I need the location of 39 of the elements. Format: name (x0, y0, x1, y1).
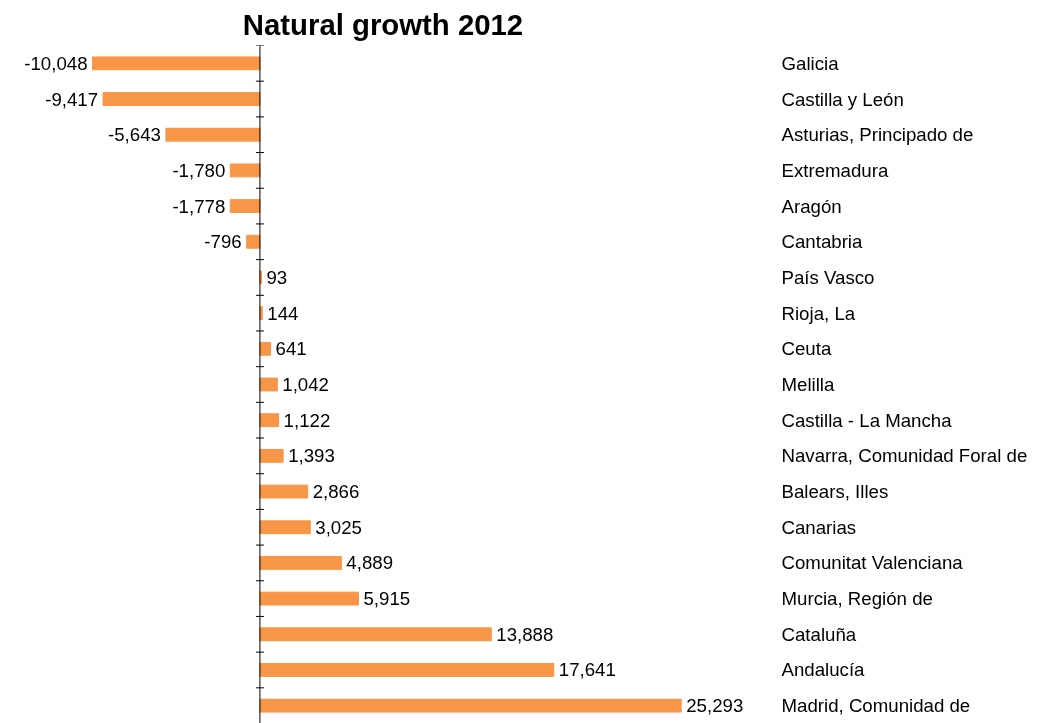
data-label: 25,293 (686, 695, 744, 717)
data-label: 1,393 (288, 445, 335, 467)
data-label: 1,122 (283, 409, 331, 431)
y-tick-label: Andalucía (781, 659, 866, 681)
y-tick-label: Madrid, Comunidad de (781, 695, 971, 717)
y-tick-label: Galicia (781, 52, 840, 74)
data-label: 93 (266, 266, 288, 288)
y-tick-label: Castilla y León (781, 88, 904, 110)
y-tick-label: País Vasco (781, 266, 875, 288)
data-label: 17,641 (558, 659, 616, 681)
data-label: -9,417 (45, 88, 99, 110)
y-tick-label: Extremadura (781, 159, 889, 181)
y-tick-label: Rioja, La (781, 302, 856, 324)
data-label: 144 (267, 302, 299, 324)
data-label: 641 (275, 338, 307, 360)
data-label: 5,915 (363, 588, 411, 610)
data-label: -1,780 (172, 159, 226, 181)
y-tick-label: Melilla (781, 374, 835, 395)
y-tick-label: Murcia, Región de (781, 588, 933, 610)
data-label: 13,888 (496, 623, 554, 645)
y-tick-label: Ceuta (781, 338, 832, 360)
y-tick-label: Navarra, Comunidad Foral de (781, 445, 1028, 467)
data-label: -5,643 (108, 124, 161, 146)
y-tick-label: Balears, Illes (781, 481, 889, 503)
y-tick-label: Castilla - La Mancha (781, 409, 953, 431)
chart-title: Natural growth 2012 (242, 7, 524, 41)
y-tick-label: Aragón (781, 195, 842, 217)
data-label: 1,042 (282, 374, 329, 395)
data-label: -10,048 (24, 52, 88, 74)
data-label: -1,778 (172, 195, 226, 217)
y-tick-label: Asturias, Principado de (781, 124, 974, 146)
data-label: 3,025 (315, 516, 362, 538)
data-label: 4,889 (346, 552, 394, 574)
y-tick-label: Cataluña (781, 623, 857, 645)
y-tick-label: Canarias (781, 516, 857, 538)
data-label: 2,866 (312, 481, 360, 503)
y-tick-label: Comunitat Valenciana (781, 552, 964, 574)
y-tick-label: Cantabria (781, 231, 864, 253)
data-label: -796 (204, 231, 242, 253)
